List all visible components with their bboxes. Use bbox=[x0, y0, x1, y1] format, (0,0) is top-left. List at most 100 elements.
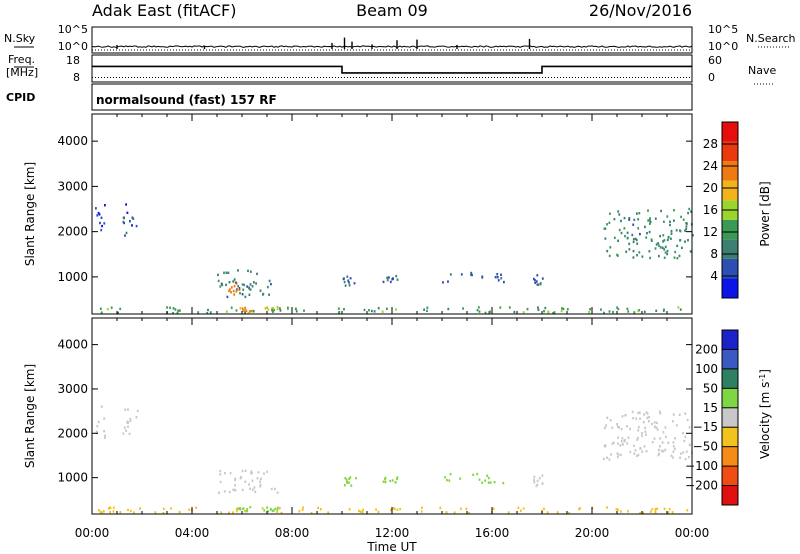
power-ylabel: Slant Range [km] bbox=[23, 162, 37, 266]
noise-tick-top-left: 10^5 bbox=[58, 23, 88, 36]
time-tick-0: 00:00 bbox=[75, 526, 110, 540]
freq-tick-top: 18 bbox=[66, 54, 80, 67]
power-echo-region-9 bbox=[533, 274, 544, 286]
frequency-strip: Freq. [MHz] 18 8 Nave 60 0 bbox=[6, 53, 776, 85]
time-tick-1: 04:00 bbox=[175, 526, 210, 540]
power-colorbar-tick-4: 20 bbox=[703, 181, 718, 195]
velocity-colorbar-tick-3: 15 bbox=[703, 401, 718, 415]
power-colorbar-swatch-7 bbox=[722, 141, 738, 162]
power-ytick-1: 2000 bbox=[57, 225, 88, 239]
power-ytick-3: 4000 bbox=[57, 134, 88, 148]
power-ytick-0: 1000 bbox=[57, 270, 88, 284]
date-label: 26/Nov/2016 bbox=[589, 1, 692, 20]
power-colorbar-swatch-1 bbox=[722, 258, 738, 279]
velocity-echo-region-6 bbox=[382, 476, 399, 484]
power-colorbar-tick-2: 12 bbox=[703, 225, 718, 239]
station-title: Adak East (fitACF) bbox=[92, 1, 236, 20]
power-colorbar-tick-6: 28 bbox=[703, 137, 718, 151]
velocity-echo-region-7 bbox=[444, 472, 505, 485]
velocity-echo-region-3 bbox=[237, 506, 252, 513]
freq-series-line bbox=[92, 65, 692, 74]
velocity-colorbar-tick-4: −15 bbox=[693, 420, 718, 434]
velocity-echo-region-2 bbox=[218, 469, 279, 494]
time-tick-3: 12:00 bbox=[375, 526, 410, 540]
power-colorbar-title: Power [dB] bbox=[758, 181, 772, 246]
velocity-colorbar-swatch-6 bbox=[722, 446, 738, 467]
power-colorbar-tick-5: 24 bbox=[703, 159, 718, 173]
power-echo-region-11 bbox=[99, 306, 682, 315]
nsky-label: N.Sky bbox=[4, 32, 36, 45]
velocity-colorbar-swatch-3 bbox=[722, 388, 738, 408]
power-colorbar-swatch-0 bbox=[722, 278, 738, 298]
velocity-colorbar-swatch-2 bbox=[722, 368, 738, 389]
velocity-colorbar-swatch-0 bbox=[722, 330, 738, 350]
velocity-colorbar-swatch-1 bbox=[722, 349, 738, 369]
nave-tick-top: 60 bbox=[708, 54, 722, 67]
freq-label: Freq. bbox=[8, 53, 35, 66]
velocity-ytick-3: 4000 bbox=[57, 338, 88, 352]
power-colorbar-swatch-8 bbox=[722, 122, 738, 142]
freq-unit: [MHz] bbox=[6, 66, 38, 79]
beam-label: Beam 09 bbox=[356, 1, 428, 20]
velocity-echo-region-4 bbox=[263, 506, 279, 513]
power-echo-region-5 bbox=[264, 305, 279, 312]
power-colorbar: 4 8 12 16 20 24 28 Power [dB] bbox=[703, 121, 772, 299]
power-echo-region-0 bbox=[95, 204, 106, 232]
velocity-echo-region-5 bbox=[343, 476, 357, 487]
power-echo-region-4 bbox=[239, 306, 254, 313]
power-echo-region-7 bbox=[382, 274, 399, 284]
cpid-label: CPID bbox=[6, 91, 35, 104]
velocity-colorbar-swatch-7 bbox=[722, 466, 738, 486]
nsearch-label: N.Search bbox=[746, 32, 796, 45]
cpid-text: normalsound (fast) 157 RF bbox=[96, 93, 277, 107]
noise-strip: N.Sky N.Search 10^5 10^0 10^5 10^0 bbox=[4, 23, 796, 54]
power-echo-region-3 bbox=[228, 282, 241, 296]
velocity-ylabel: Slant Range [km] bbox=[23, 364, 37, 468]
time-tick-4: 16:00 bbox=[475, 526, 510, 540]
velocity-colorbar-tick-6: −100 bbox=[685, 459, 718, 473]
power-colorbar-swatch-3 bbox=[722, 219, 738, 240]
power-echo-region-10 bbox=[603, 207, 694, 260]
velocity-colorbar-title: Velocity [m s-1] bbox=[758, 369, 772, 459]
power-colorbar-swatch-2 bbox=[722, 239, 738, 259]
time-axis-label: Time UT bbox=[366, 540, 417, 554]
velocity-ytick-1: 2000 bbox=[57, 426, 88, 440]
power-colorbar-tick-0: 4 bbox=[710, 269, 718, 283]
power-echo-region-8 bbox=[442, 271, 505, 284]
noise-tick-bottom-left: 10^0 bbox=[58, 40, 88, 53]
velocity-ytick-2: 3000 bbox=[57, 382, 88, 396]
velocity-colorbar-tick-7: −200 bbox=[685, 479, 718, 493]
power-colorbar-tick-3: 16 bbox=[703, 203, 718, 217]
power-echo-region-2 bbox=[217, 269, 272, 299]
time-tick-5: 20:00 bbox=[575, 526, 610, 540]
nave-tick-bottom: 0 bbox=[708, 71, 715, 84]
time-tick-6: 00:00 bbox=[675, 526, 710, 540]
power-colorbar-tick-1: 8 bbox=[710, 247, 718, 261]
power-panel: 1000 2000 3000 4000 Slant Range [km] bbox=[23, 113, 694, 315]
time-tick-2: 08:00 bbox=[275, 526, 310, 540]
velocity-colorbar-swatch-5 bbox=[722, 427, 738, 447]
nsky-series-line bbox=[91, 45, 693, 48]
velocity-ytick-0: 1000 bbox=[57, 471, 88, 485]
time-axis: 00:00 04:00 08:00 12:00 16:00 20:00 00:00 bbox=[75, 526, 710, 540]
velocity-colorbar-tick-2: 50 bbox=[703, 381, 718, 395]
velocity-colorbar-tick-5: −50 bbox=[693, 440, 718, 454]
freq-tick-bottom: 8 bbox=[73, 71, 80, 84]
power-echo-region-6 bbox=[342, 275, 356, 287]
cpid-strip: CPID normalsound (fast) 157 RF bbox=[6, 83, 693, 111]
velocity-panel: 1000 2000 3000 4000 Slant Range [km] bbox=[23, 317, 693, 515]
power-ytick-2: 3000 bbox=[57, 179, 88, 193]
velocity-colorbar-tick-0: 200 bbox=[695, 342, 718, 356]
nave-label: Nave bbox=[748, 64, 776, 77]
velocity-colorbar: 200 100 50 15 −15 −50 −100 −200 Velocity [m s-1… bbox=[685, 329, 772, 506]
noise-tick-bottom-right: 10^0 bbox=[708, 40, 738, 53]
noise-tick-top-right: 10^5 bbox=[708, 23, 738, 36]
power-colorbar-swatch-6 bbox=[722, 161, 738, 181]
power-echo-region-1 bbox=[122, 203, 138, 237]
power-colorbar-swatch-5 bbox=[722, 180, 738, 201]
velocity-colorbar-swatch-8 bbox=[722, 485, 738, 505]
velocity-echo-region-1 bbox=[122, 408, 139, 436]
velocity-echo-region-8 bbox=[533, 474, 544, 488]
velocity-colorbar-tick-1: 100 bbox=[695, 362, 718, 376]
